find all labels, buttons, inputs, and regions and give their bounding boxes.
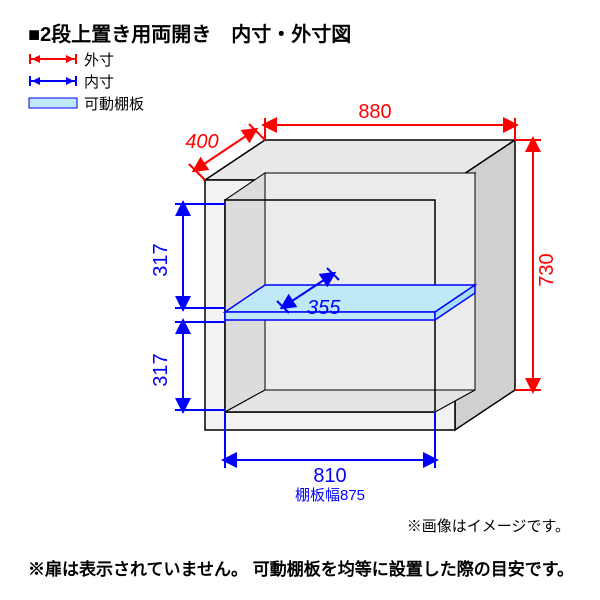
dim-outer-w: 880 (358, 101, 391, 123)
figure-title: ■2段上置き用両開き 内寸・外寸図 (28, 18, 351, 47)
note-image-disclaimer: ※画像はイメージです。 (407, 515, 570, 536)
shelf-board (225, 285, 475, 320)
cabinet-body (205, 140, 515, 430)
dim-inner-d: 355 (307, 297, 341, 319)
legend-sample-outer (28, 52, 78, 66)
dim-inner-h1: 317 (150, 243, 172, 276)
dim-inner-h2: 317 (150, 353, 172, 386)
dim-outer-d: 400 (185, 131, 218, 153)
dim-inner-w: 810 (313, 465, 346, 487)
legend-sample-shelf (28, 96, 78, 110)
dim-outer-h: 730 (536, 253, 555, 286)
cabinet-diagram: 880 400 730 317 317 355 810 棚板幅875 (85, 60, 555, 530)
page: ■2段上置き用両開き 内寸・外寸図 外寸 (0, 0, 600, 600)
note-bottom: ※扉は表示されていません。 可動棚板を均等に設置した際の目安です。 (28, 555, 574, 580)
legend-sample-inner (28, 74, 78, 88)
dim-shelf-w: 棚板幅875 (295, 486, 365, 504)
